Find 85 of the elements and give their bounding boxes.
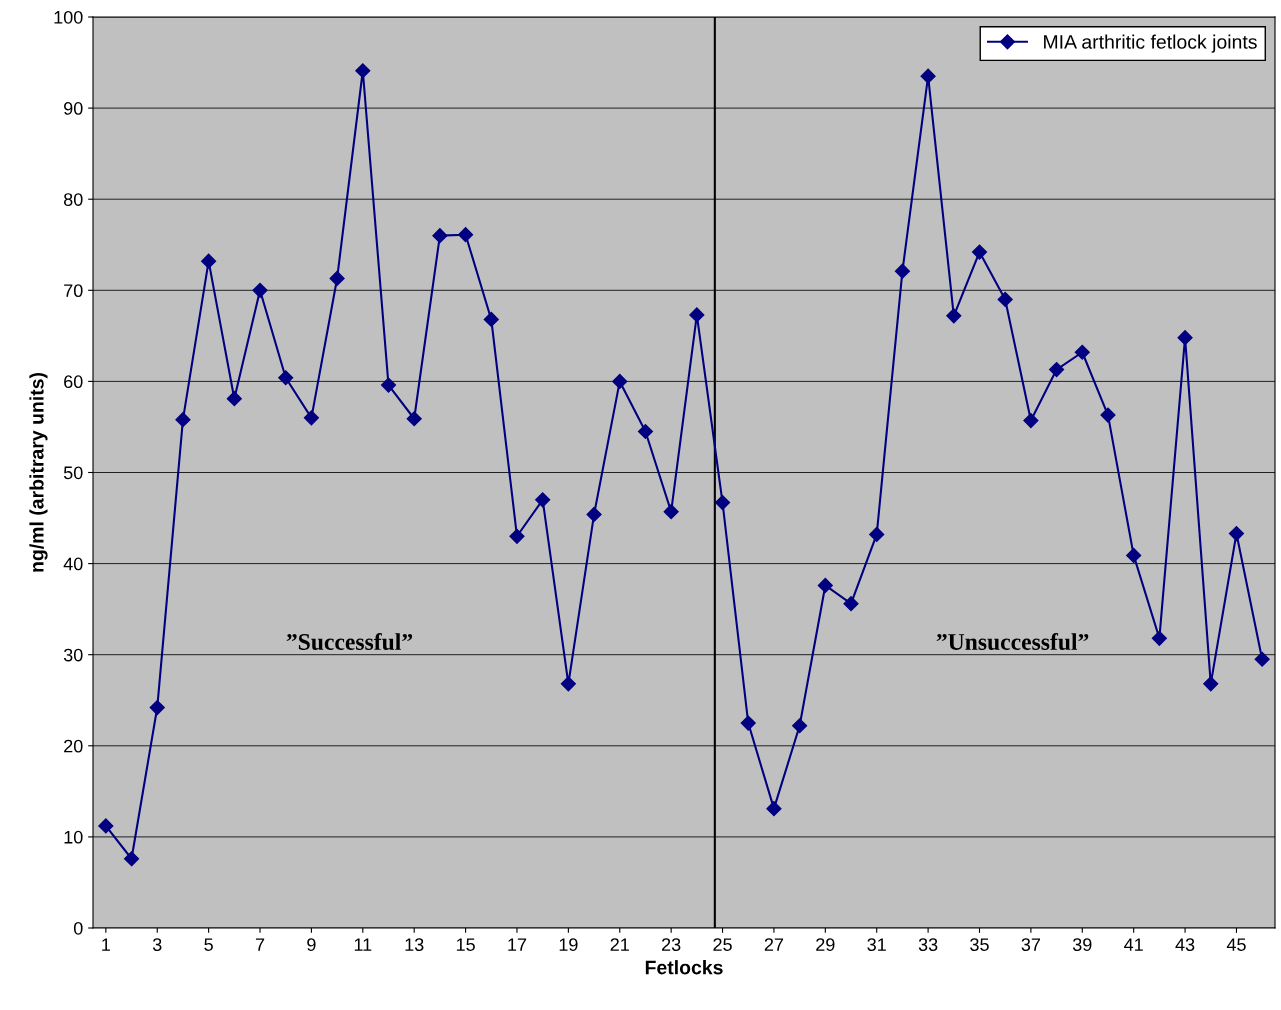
x-tick-label: 9 [307,938,316,951]
point [201,253,217,269]
y-tick-label: 100 [54,10,83,24]
point [483,311,499,328]
x-tick-label: 29 [816,938,835,951]
point [586,506,602,522]
x-tick-label: 1 [102,938,110,951]
point [714,494,731,511]
x-tick-label: 31 [867,938,886,951]
point [406,411,422,427]
point [689,307,705,323]
point [1228,525,1245,542]
y-tick-label: 70 [64,284,83,298]
point [637,423,654,440]
point [98,818,114,834]
x-tick-label: 23 [662,938,681,951]
point [1049,361,1065,378]
point [817,577,833,594]
point [432,228,448,244]
point [226,391,242,407]
y-tick-label: 80 [63,193,83,206]
point [252,282,268,298]
x-tick-label: 27 [764,938,784,951]
point [1254,651,1270,667]
point [843,596,859,612]
point [123,851,140,867]
point [971,244,988,260]
point [946,308,962,324]
point [869,526,885,543]
point [1100,407,1116,423]
point [149,699,165,716]
x-tick-label: 17 [508,938,527,951]
point [920,68,936,84]
x-axis-title: Fetlocks [645,960,723,975]
point [663,504,679,520]
x-tick-label: 19 [559,938,578,951]
x-tick-label: 25 [713,938,732,951]
x-tick-label: 33 [918,938,938,951]
legend-label: MIA arthritic fetlock joints [1044,34,1257,53]
y-tick-label: 60 [64,375,83,389]
point [329,270,345,287]
point [175,412,191,428]
x-tick-label: 5 [204,938,213,951]
point [535,492,551,508]
annotation: ”Successful” [286,633,413,650]
point [303,410,319,426]
x-tick-label: 39 [1072,938,1092,951]
point [612,373,628,389]
point [740,715,756,731]
point [1023,413,1039,429]
point [509,528,525,544]
x-tick-label: 43 [1175,938,1195,951]
point [355,63,371,79]
y-tick-label: 90 [64,102,83,115]
point [766,801,782,817]
point [458,227,474,243]
annotation: ”Unsuccessful” [936,633,1089,650]
x-tick-label: 21 [610,938,629,951]
x-tick-label: 45 [1226,938,1246,951]
y-tick-label: 30 [63,648,83,662]
point [1074,344,1090,360]
point [1126,547,1142,563]
x-tick-label: 11 [354,938,372,951]
y-tick-label: 20 [64,739,83,753]
x-tick-label: 13 [405,938,424,951]
point [1151,630,1167,646]
point [560,676,576,692]
point [1177,330,1193,346]
point [1203,676,1219,692]
point [894,263,910,279]
point [278,370,294,386]
x-tick-label: 41 [1124,938,1143,951]
x-tick-label: 7 [255,938,265,951]
x-tick-label: 37 [1021,938,1041,951]
x-tick-label: 3 [152,938,162,951]
y-tick-label: 50 [63,466,83,480]
y-tick-label: 40 [63,557,83,571]
y-axis-title: ng/ml (arbitrary units) [29,372,48,572]
y-tick-label: 10 [64,830,83,844]
point [792,718,808,734]
y-tick-label: 0 [73,921,83,935]
point [380,377,397,393]
x-tick-label: 35 [970,938,989,951]
point [997,291,1013,307]
x-tick-label: 15 [456,938,475,951]
